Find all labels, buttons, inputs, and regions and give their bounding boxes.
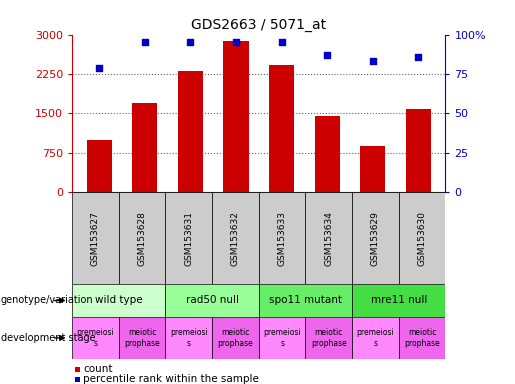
Text: meiotic
prophase: meiotic prophase xyxy=(124,328,160,348)
Point xyxy=(186,40,195,46)
Bar xyxy=(119,192,165,284)
Text: rad50 null: rad50 null xyxy=(185,295,238,306)
Point xyxy=(278,40,286,46)
Point xyxy=(323,52,331,58)
Bar xyxy=(352,192,399,284)
Bar xyxy=(72,317,119,359)
Text: GSM153629: GSM153629 xyxy=(371,211,380,265)
Bar xyxy=(406,109,431,192)
Text: GSM153634: GSM153634 xyxy=(324,211,333,265)
Bar xyxy=(72,192,119,284)
Text: development stage: development stage xyxy=(1,333,95,343)
Text: count: count xyxy=(83,364,113,374)
Text: GSM153630: GSM153630 xyxy=(418,210,426,266)
Text: premeiosi
s: premeiosi s xyxy=(170,328,208,348)
Bar xyxy=(259,317,305,359)
Bar xyxy=(399,317,445,359)
Text: premeiosi
s: premeiosi s xyxy=(77,328,114,348)
Text: meiotic
prophase: meiotic prophase xyxy=(217,328,253,348)
Text: premeiosi
s: premeiosi s xyxy=(356,328,394,348)
Point xyxy=(95,65,104,71)
Text: mre11 null: mre11 null xyxy=(371,295,427,306)
Point xyxy=(232,40,240,46)
Text: spo11 mutant: spo11 mutant xyxy=(269,295,342,306)
Point xyxy=(414,53,422,60)
Bar xyxy=(315,116,339,192)
Bar xyxy=(132,103,158,192)
Text: meiotic
prophase: meiotic prophase xyxy=(311,328,347,348)
Title: GDS2663 / 5071_at: GDS2663 / 5071_at xyxy=(191,18,327,32)
Bar xyxy=(212,317,259,359)
Bar xyxy=(165,317,212,359)
Point xyxy=(369,58,377,65)
Bar xyxy=(178,71,203,192)
Bar xyxy=(259,192,305,284)
Text: GSM153633: GSM153633 xyxy=(278,210,287,266)
Text: meiotic
prophase: meiotic prophase xyxy=(404,328,440,348)
Point xyxy=(141,40,149,46)
Bar xyxy=(399,192,445,284)
Text: percentile rank within the sample: percentile rank within the sample xyxy=(83,374,260,384)
Text: GSM153631: GSM153631 xyxy=(184,210,193,266)
Bar xyxy=(352,317,399,359)
Bar xyxy=(360,146,385,192)
Bar xyxy=(165,192,212,284)
Text: GSM153628: GSM153628 xyxy=(138,211,147,265)
Bar xyxy=(352,284,445,317)
Text: GSM153632: GSM153632 xyxy=(231,211,240,265)
Bar xyxy=(72,284,165,317)
Text: genotype/variation: genotype/variation xyxy=(1,295,93,306)
Bar xyxy=(305,317,352,359)
Text: premeiosi
s: premeiosi s xyxy=(263,328,301,348)
Bar xyxy=(259,284,352,317)
Bar xyxy=(87,139,112,192)
Bar xyxy=(305,192,352,284)
Bar xyxy=(224,41,249,192)
Text: wild type: wild type xyxy=(95,295,143,306)
Bar xyxy=(212,192,259,284)
Bar xyxy=(165,284,259,317)
Bar xyxy=(119,317,165,359)
Bar xyxy=(269,65,294,192)
Text: GSM153627: GSM153627 xyxy=(91,211,100,265)
